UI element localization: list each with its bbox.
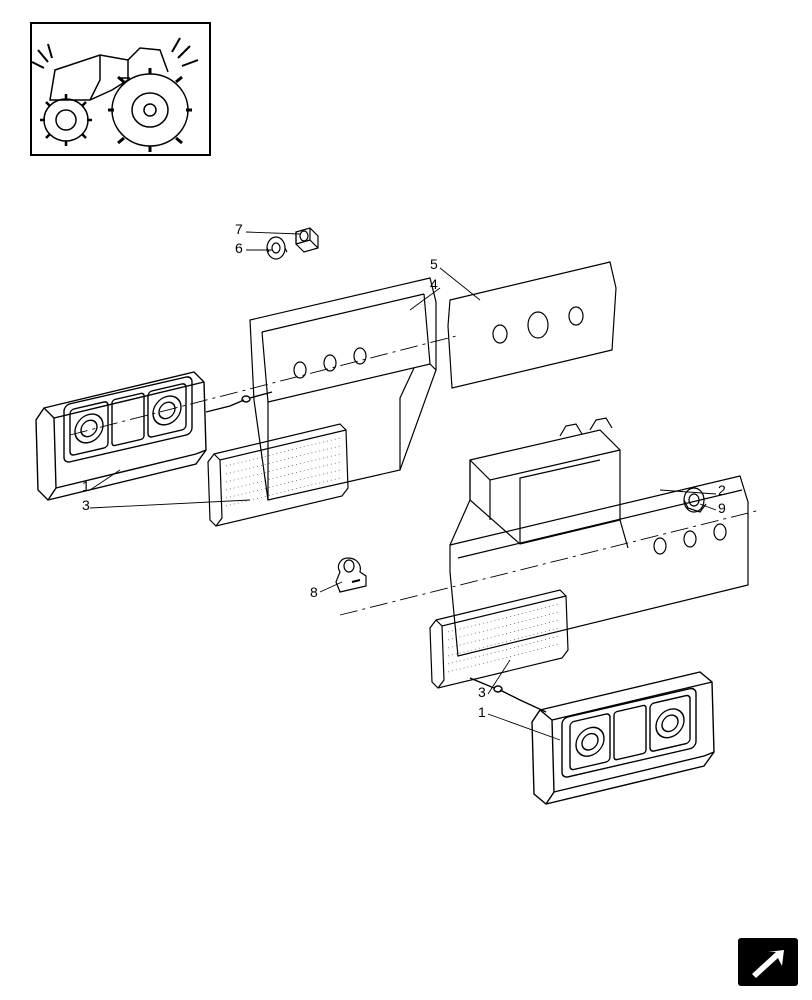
callout-5: 5 <box>430 256 438 272</box>
callout-3-right: 3 <box>478 684 486 700</box>
callout-3-left: 3 <box>82 497 90 513</box>
exploded-diagram <box>0 0 812 1000</box>
callout-7: 7 <box>235 221 243 237</box>
next-page-button[interactable] <box>738 938 798 986</box>
callout-6: 6 <box>235 240 243 256</box>
lamp-right <box>470 672 714 804</box>
callout-1-left: 1 <box>82 478 90 494</box>
reflector-right <box>430 590 568 688</box>
callout-2: 2 <box>718 482 726 498</box>
reflector-left <box>208 424 348 526</box>
callout-9: 9 <box>718 500 726 516</box>
callout-1-right: 1 <box>478 704 486 720</box>
callout-4: 4 <box>430 276 438 292</box>
tractor-thumbnail <box>32 38 198 152</box>
nut <box>296 228 318 252</box>
centerline-lower <box>340 510 760 615</box>
cable-clamp <box>336 558 366 592</box>
diagram-page: 1 3 7 6 5 4 8 2 9 3 1 <box>0 0 812 1000</box>
centerline-upper <box>70 335 460 435</box>
washer <box>267 237 287 259</box>
callout-8: 8 <box>310 584 318 600</box>
lamp-left <box>36 372 272 500</box>
arrow-up-right-icon <box>738 938 798 986</box>
